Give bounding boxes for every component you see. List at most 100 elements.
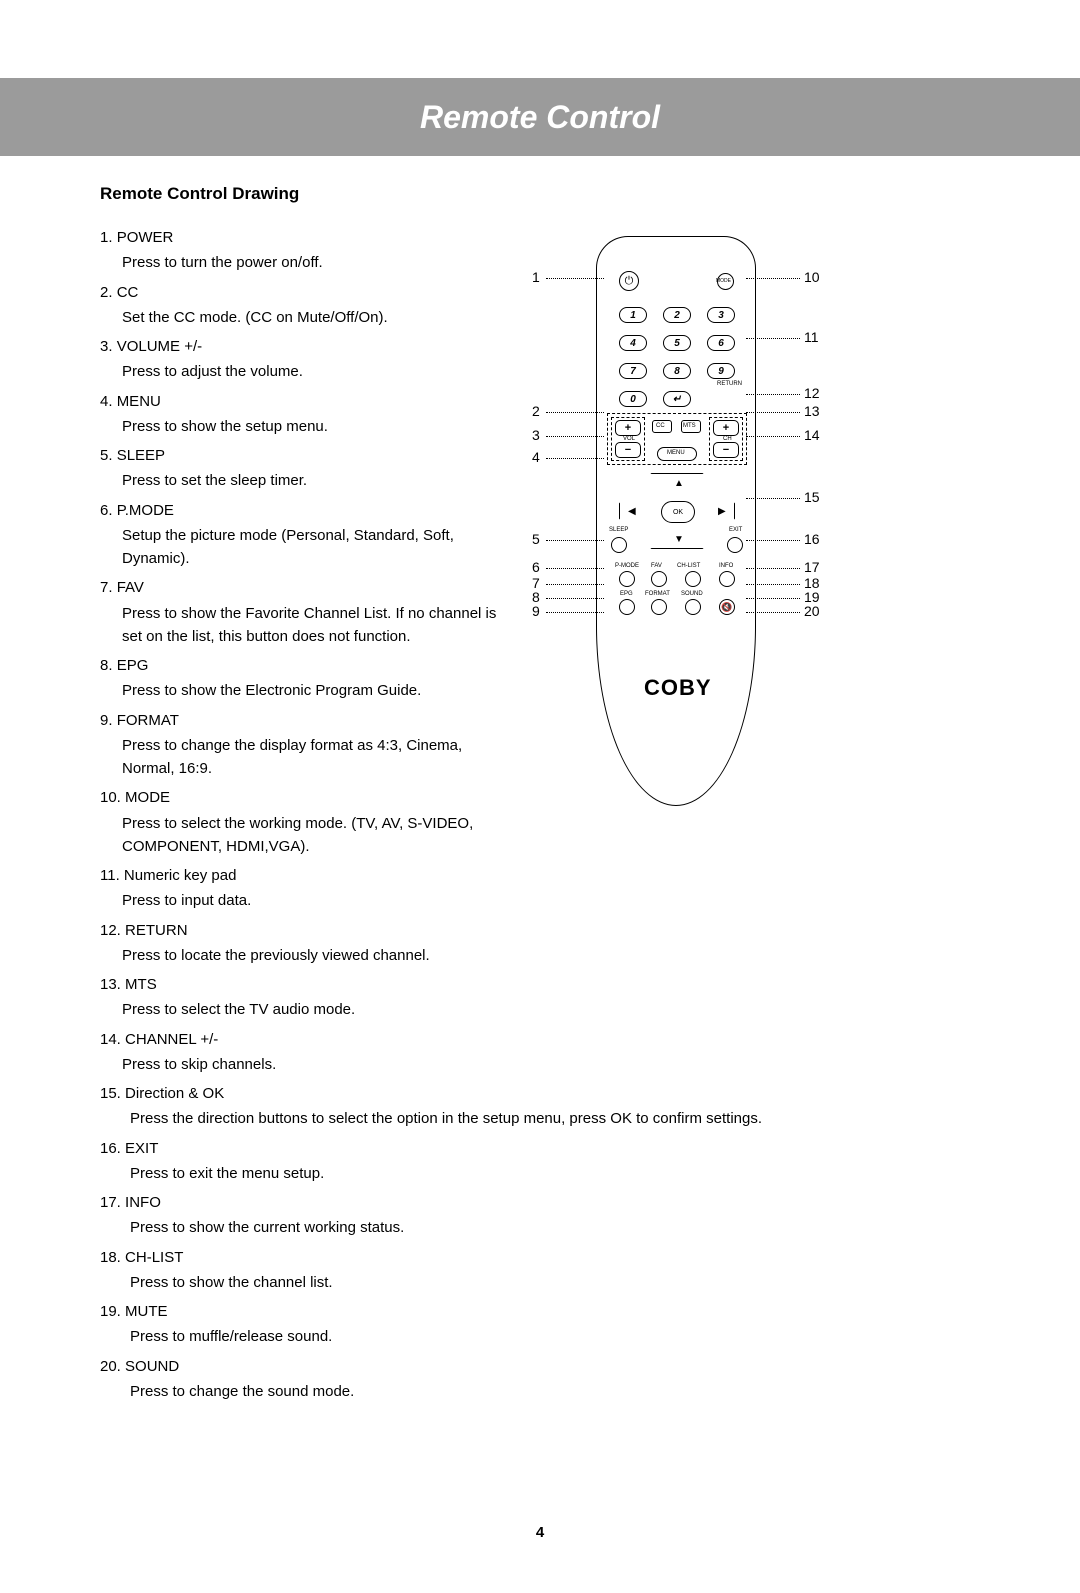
- item-name: EXIT: [125, 1140, 158, 1157]
- list-item: 6. P.MODESetup the picture mode (Persona…: [100, 499, 510, 571]
- callout-right: 10: [804, 269, 820, 285]
- item-name: Direction & OK: [125, 1085, 224, 1102]
- list-item: 2. CCSet the CC mode. (CC on Mute/Off/On…: [100, 281, 510, 330]
- list-item: 8. EPGPress to show the Electronic Progr…: [100, 654, 510, 703]
- item-number: 10.: [100, 789, 125, 806]
- leader-line: [746, 394, 800, 395]
- item-name: CHANNEL +/-: [125, 1031, 218, 1048]
- item-description: Press to select the TV audio mode.: [100, 996, 510, 1021]
- menu-label: MENU: [667, 450, 685, 456]
- leader-line: [546, 278, 604, 279]
- item-name: MENU: [117, 393, 161, 410]
- item-name: FAV: [117, 579, 144, 596]
- callout-left: 3: [532, 427, 540, 443]
- format-button: [651, 599, 667, 615]
- callout-right: 15: [804, 489, 820, 505]
- list-item: 17. INFOPress to show the current workin…: [100, 1191, 980, 1240]
- item-number: 8.: [100, 657, 117, 674]
- item-name: CH-LIST: [125, 1249, 183, 1266]
- leader-line: [746, 598, 800, 599]
- callout-right: 20: [804, 603, 820, 619]
- item-description: Press to show the channel list.: [100, 1269, 980, 1294]
- leader-line: [746, 412, 800, 413]
- item-number: 2.: [100, 284, 117, 301]
- keypad-8: 8: [663, 363, 691, 379]
- item-description: Press to input data.: [100, 887, 510, 912]
- item-number: 1.: [100, 229, 117, 246]
- page-title: Remote Control: [420, 99, 660, 136]
- keypad-return: ↵: [663, 391, 691, 407]
- item-name: SLEEP: [117, 447, 165, 464]
- item-description: Press to change the display format as 4:…: [100, 732, 510, 781]
- pmode-button: [619, 571, 635, 587]
- ch-plus: +: [713, 420, 739, 436]
- keypad-2: 2: [663, 307, 691, 323]
- section-subtitle: Remote Control Drawing: [100, 184, 980, 204]
- leader-line: [546, 584, 604, 585]
- exit-label: EXIT: [729, 527, 742, 533]
- item-name: Numeric key pad: [124, 867, 237, 884]
- leader-line: [746, 436, 800, 437]
- list-item: 14. CHANNEL +/-Press to skip channels.: [100, 1028, 510, 1077]
- sleep-button: [611, 537, 627, 553]
- leader-line: [746, 584, 800, 585]
- item-number: 5.: [100, 447, 117, 464]
- leader-line: [746, 338, 800, 339]
- item-number: 19.: [100, 1303, 125, 1320]
- epg-label: EPG: [620, 591, 633, 597]
- item-number: 14.: [100, 1031, 125, 1048]
- list-item: 19. MUTEPress to muffle/release sound.: [100, 1300, 980, 1349]
- sound-button: [685, 599, 701, 615]
- callout-right: 13: [804, 403, 820, 419]
- item-number: 15.: [100, 1085, 125, 1102]
- keypad-9: 9: [707, 363, 735, 379]
- fav-button: [651, 571, 667, 587]
- format-label: FORMAT: [645, 591, 670, 597]
- item-description: Press to show the Favorite Channel List.…: [100, 600, 510, 649]
- leader-line: [746, 498, 800, 499]
- keypad-3: 3: [707, 307, 735, 323]
- list-item: 20. SOUNDPress to change the sound mode.: [100, 1355, 980, 1404]
- item-name: P.MODE: [117, 502, 174, 519]
- item-description: Set the CC mode. (CC on Mute/Off/On).: [100, 304, 510, 329]
- item-name: EPG: [117, 657, 149, 674]
- item-description: Press to change the sound mode.: [100, 1378, 980, 1403]
- arrow-up-icon: ▲: [674, 478, 684, 489]
- list-item: 3. VOLUME +/-Press to adjust the volume.: [100, 335, 510, 384]
- chlist-button: [685, 571, 701, 587]
- sleep-label: SLEEP: [609, 527, 628, 533]
- leader-line: [546, 598, 604, 599]
- leader-line: [546, 458, 604, 459]
- vol-minus: −: [615, 442, 641, 458]
- item-number: 9.: [100, 712, 117, 729]
- callout-left: 5: [532, 531, 540, 547]
- item-number: 13.: [100, 976, 125, 993]
- ch-label: CH: [723, 436, 732, 442]
- info-button: [719, 571, 735, 587]
- item-description: Press to adjust the volume.: [100, 358, 510, 383]
- item-number: 20.: [100, 1358, 125, 1375]
- power-button: ⏻: [619, 271, 639, 291]
- item-description: Press to select the working mode. (TV, A…: [100, 810, 510, 859]
- leader-line: [546, 568, 604, 569]
- brand-logo: COBY: [644, 675, 712, 701]
- item-name: RETURN: [125, 922, 188, 939]
- sound-label: SOUND: [681, 591, 703, 597]
- list-item: 10. MODEPress to select the working mode…: [100, 786, 510, 858]
- item-name: VOLUME +/-: [117, 338, 202, 355]
- arrow-left-icon: ◀: [628, 506, 636, 517]
- mts-label: MTS: [683, 423, 696, 429]
- list-item: 4. MENUPress to show the setup menu.: [100, 390, 510, 439]
- item-name: MUTE: [125, 1303, 168, 1320]
- callout-right: 14: [804, 427, 820, 443]
- item-number: 6.: [100, 502, 117, 519]
- item-number: 7.: [100, 579, 117, 596]
- callout-right: 11: [804, 329, 819, 345]
- item-name: POWER: [117, 229, 174, 246]
- description-list-full: 15. Direction & OKPress the direction bu…: [100, 1082, 980, 1403]
- leader-line: [746, 540, 800, 541]
- remote-diagram-column: ⏻ MODE 1234567890↵ RETURN + − VOL + −: [510, 226, 980, 1082]
- list-item: 11. Numeric key padPress to input data.: [100, 864, 510, 913]
- arrow-down-icon: ▼: [674, 534, 684, 545]
- callout-right: 16: [804, 531, 820, 547]
